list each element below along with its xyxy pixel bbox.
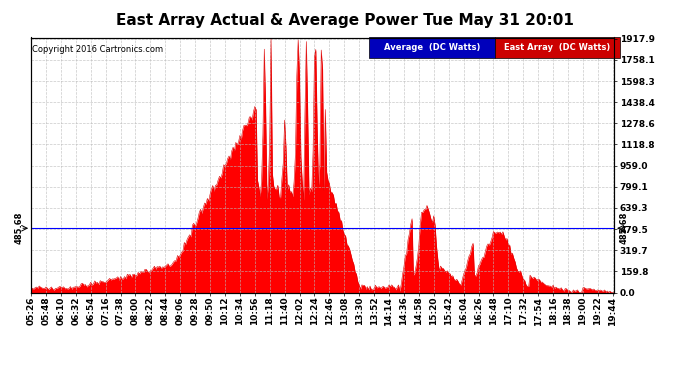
Text: 485.68: 485.68	[620, 212, 629, 244]
Text: 485.68: 485.68	[14, 212, 24, 244]
Bar	[495, 38, 620, 58]
Text: Copyright 2016 Cartronics.com: Copyright 2016 Cartronics.com	[32, 45, 163, 54]
Text: East Array Actual & Average Power Tue May 31 20:01: East Array Actual & Average Power Tue Ma…	[116, 13, 574, 28]
Bar	[369, 38, 495, 58]
Text: East Array  (DC Watts): East Array (DC Watts)	[504, 43, 611, 52]
Text: Average  (DC Watts): Average (DC Watts)	[384, 43, 480, 52]
